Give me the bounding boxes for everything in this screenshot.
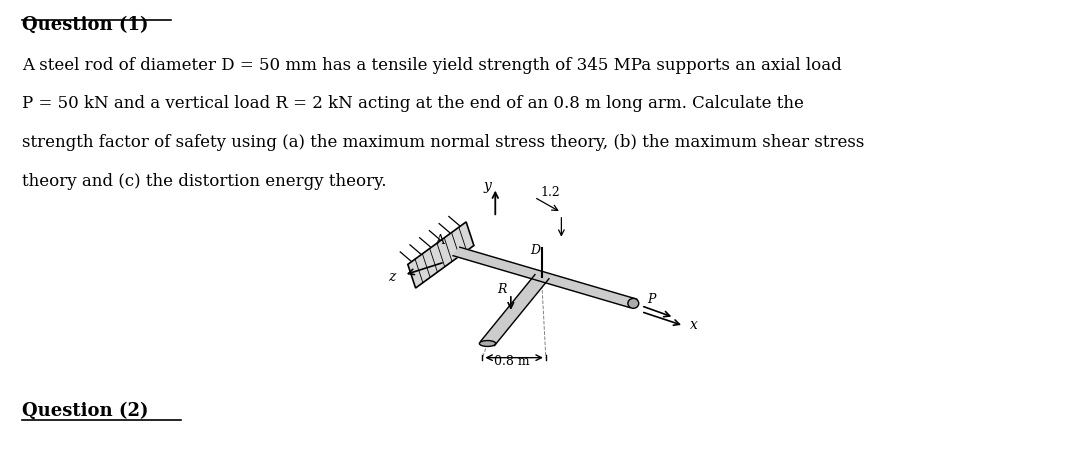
Text: theory and (c) the distortion energy theory.: theory and (c) the distortion energy the… (22, 173, 387, 189)
Text: R: R (497, 283, 507, 296)
Text: strength factor of safety using (a) the maximum normal stress theory, (b) the ma: strength factor of safety using (a) the … (22, 134, 864, 151)
Text: 1.2: 1.2 (540, 186, 559, 199)
Text: P: P (647, 293, 656, 306)
Text: Question (1): Question (1) (22, 16, 148, 34)
Ellipse shape (627, 298, 638, 308)
Text: Question (2): Question (2) (22, 402, 148, 420)
Ellipse shape (480, 340, 496, 346)
Polygon shape (453, 247, 637, 308)
Text: y: y (484, 179, 491, 193)
Text: x: x (690, 318, 698, 332)
Text: z: z (389, 270, 395, 284)
Text: D: D (530, 244, 540, 257)
Text: P = 50 kN and a vertical load R = 2 kN acting at the end of an 0.8 m long arm. C: P = 50 kN and a vertical load R = 2 kN a… (22, 95, 804, 112)
Text: 0.8 m: 0.8 m (495, 355, 530, 368)
Text: A steel rod of diameter D = 50 mm has a tensile yield strength of 345 MPa suppor: A steel rod of diameter D = 50 mm has a … (22, 57, 841, 74)
Polygon shape (481, 275, 549, 345)
Polygon shape (408, 222, 474, 288)
Text: A: A (435, 234, 444, 247)
